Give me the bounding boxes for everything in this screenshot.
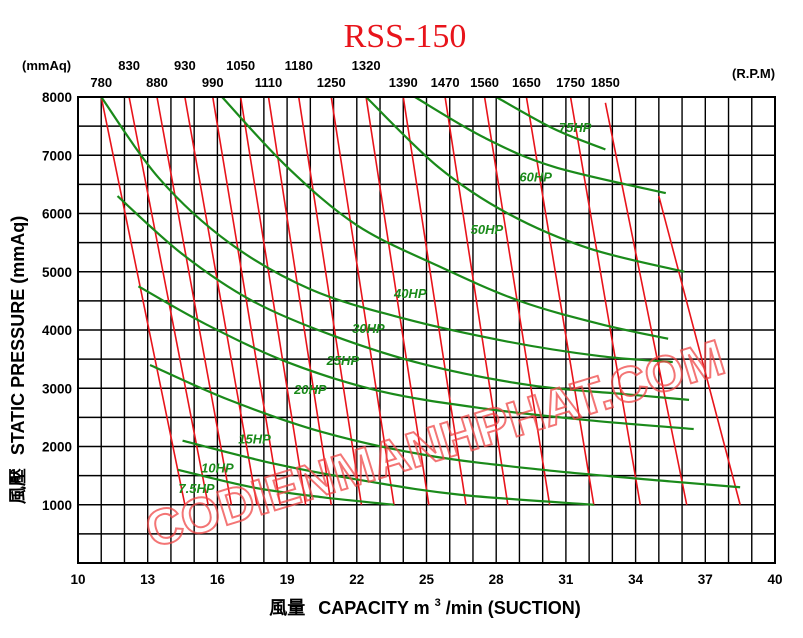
x-tick-label: 22 — [349, 572, 364, 587]
y-unit-top: (mmAq) — [22, 58, 71, 73]
rpm-line — [330, 96, 395, 505]
rpm-unit: (R.P.M) — [732, 66, 775, 81]
hp-curve — [149, 363, 741, 489]
hp-label: 60HP — [519, 169, 552, 184]
axis-ticks: 10 13 16 19 22 25 28 31 34 37 40 1000 2000 3000 4000 50… — [42, 90, 783, 587]
rpm-line — [402, 96, 467, 505]
rpm-label: 1110 — [255, 75, 283, 90]
rpm-lines — [100, 96, 741, 505]
hp-label: 7.5HP — [178, 481, 214, 496]
hp-curve — [116, 195, 690, 401]
hp-label: 20HP — [293, 382, 327, 397]
hp-labels: 7.5HP 10HP 15HP 20HP 25HP 30HP 40HP 50HP 60HP 75H… — [178, 120, 591, 496]
y-tick-label: 6000 — [42, 207, 72, 222]
x-axis-title-suffix: /min (SUCTION) — [446, 598, 581, 618]
x-tick-label: 10 — [70, 572, 85, 587]
hp-curve — [100, 96, 673, 364]
rpm-line — [239, 96, 307, 505]
rpm-line — [569, 96, 642, 505]
x-tick-label: 37 — [698, 572, 713, 587]
y-tick-label: 1000 — [42, 498, 72, 513]
hp-curve — [137, 285, 694, 431]
rpm-label: 1650 — [512, 75, 541, 90]
x-axis-title-prefix: CAPACITY m — [318, 598, 429, 618]
rpm-label: 1050 — [226, 58, 255, 73]
y-axis-title-text: STATIC PRESSURE (mmAq) — [8, 216, 28, 455]
y-tick-label: 8000 — [42, 90, 72, 105]
x-axis-title: 風量 CAPACITY m 3 /min (SUCTION) — [269, 590, 581, 618]
hp-curve — [365, 96, 685, 273]
y-axis-title-cjk: 風壓 — [8, 468, 28, 504]
y-tick-label: 4000 — [42, 323, 72, 338]
rpm-label: 1390 — [389, 75, 418, 90]
grid — [77, 97, 776, 563]
rpm-line — [525, 96, 595, 505]
x-tick-label: 34 — [628, 572, 644, 587]
y-tick-label: 7000 — [42, 148, 72, 163]
x-tick-label: 40 — [767, 572, 782, 587]
rpm-line — [184, 96, 258, 505]
rpm-line — [604, 102, 688, 505]
x-tick-label: 13 — [140, 572, 156, 587]
rpm-label: 930 — [174, 58, 196, 73]
hp-curve — [495, 96, 606, 151]
rpm-label: 880 — [146, 75, 168, 90]
rpm-line — [100, 96, 186, 505]
x-tick-label: 25 — [419, 572, 435, 587]
rpm-label: 1320 — [352, 58, 381, 73]
rpm-line — [128, 96, 209, 505]
hp-curve — [182, 439, 594, 506]
rpm-label: 1470 — [431, 75, 460, 90]
rpm-label: 780 — [90, 75, 112, 90]
x-axis-title-sup: 3 — [435, 597, 441, 609]
x-tick-label: 16 — [210, 572, 226, 587]
hp-curve — [414, 96, 667, 195]
rpm-line — [156, 96, 233, 505]
chart-title: RSS-150 — [344, 18, 467, 55]
y-tick-label: 5000 — [42, 265, 72, 280]
hp-label: 15HP — [238, 432, 271, 447]
x-tick-label: 31 — [558, 572, 574, 587]
hp-curve — [177, 468, 395, 506]
rpm-line — [267, 96, 333, 505]
x-tick-label: 19 — [280, 572, 295, 587]
rpm-label: 1180 — [285, 58, 313, 73]
plot-frame — [77, 96, 776, 564]
y-tick-label: 2000 — [42, 440, 72, 455]
x-axis-title-cjk: 風量 — [269, 597, 305, 618]
hp-label: 25HP — [326, 353, 360, 368]
hp-curve — [221, 96, 669, 340]
rpm-line — [444, 96, 509, 505]
hp-label: 10HP — [201, 461, 234, 476]
rpm-line — [297, 96, 363, 505]
hp-label: 40HP — [393, 286, 427, 301]
hp-curves — [100, 96, 741, 506]
rpm-line — [658, 195, 741, 505]
y-tick-label: 3000 — [42, 381, 72, 396]
rpm-label: 1850 — [591, 75, 620, 90]
rpm-label: 1750 — [556, 75, 585, 90]
hp-label: 75HP — [559, 120, 592, 135]
rpm-line — [211, 96, 281, 505]
rpm-label: 830 — [118, 58, 140, 73]
hp-label: 30HP — [352, 321, 385, 336]
x-tick-label: 28 — [489, 572, 505, 587]
rpm-label: 1560 — [470, 75, 499, 90]
rpm-line — [365, 96, 430, 505]
rpm-label: 1250 — [317, 75, 346, 90]
rpm-label: 990 — [202, 75, 224, 90]
y-axis-title: 風壓 STATIC PRESSURE (mmAq) — [8, 216, 28, 504]
hp-label: 50HP — [471, 222, 504, 237]
watermark-text: CODIENMANHPHAT.COM — [139, 329, 731, 559]
